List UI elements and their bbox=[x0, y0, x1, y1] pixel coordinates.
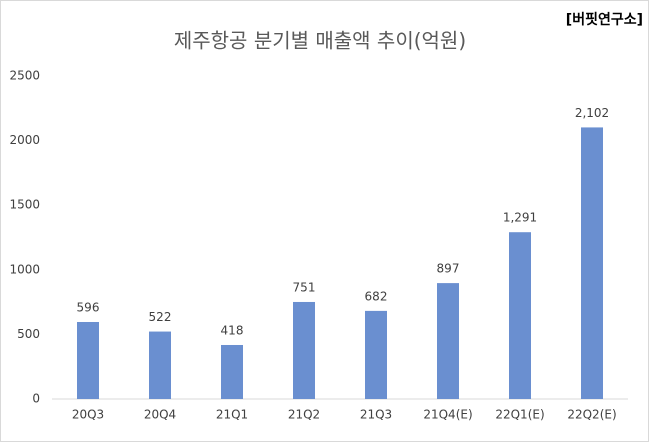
bar bbox=[149, 331, 171, 399]
chart-title: 제주항공 분기별 매출액 추이(억원) bbox=[174, 29, 466, 53]
x-tick-label: 22Q2(E) bbox=[567, 408, 616, 422]
x-tick-label: 21Q4(E) bbox=[423, 408, 472, 422]
bar bbox=[437, 283, 459, 399]
bar bbox=[221, 344, 243, 399]
y-tick-label: 2000 bbox=[9, 133, 40, 147]
bar bbox=[509, 232, 531, 399]
x-tick-label: 22Q1(E) bbox=[495, 408, 544, 422]
x-tick-label: 21Q2 bbox=[288, 408, 320, 422]
y-tick-label: 2500 bbox=[9, 69, 40, 83]
y-tick-label: 1000 bbox=[9, 262, 40, 276]
bar bbox=[581, 127, 603, 399]
x-tick-label: 20Q4 bbox=[144, 408, 176, 422]
data-label: 1,291 bbox=[503, 211, 537, 225]
x-tick-label: 21Q1 bbox=[216, 408, 248, 422]
x-tick-label: 20Q3 bbox=[72, 408, 104, 422]
y-tick-label: 0 bbox=[32, 392, 40, 406]
data-label: 682 bbox=[365, 289, 388, 303]
data-label: 522 bbox=[149, 310, 172, 324]
x-tick-label: 21Q3 bbox=[360, 408, 392, 422]
data-label: 596 bbox=[77, 300, 100, 314]
data-label: 897 bbox=[437, 262, 460, 276]
bar bbox=[77, 321, 99, 399]
bar bbox=[293, 301, 315, 399]
y-tick-label: 500 bbox=[17, 327, 40, 341]
data-label: 751 bbox=[293, 280, 316, 294]
source-note: [버핏연구소] bbox=[566, 11, 643, 28]
y-tick-label: 1500 bbox=[9, 198, 40, 212]
data-label: 2,102 bbox=[575, 106, 609, 120]
data-label: 418 bbox=[221, 323, 244, 337]
bar bbox=[365, 310, 387, 399]
